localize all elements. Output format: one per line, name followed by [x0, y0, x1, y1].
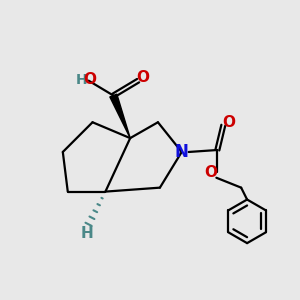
Text: H: H — [76, 73, 88, 87]
Text: O: O — [136, 70, 150, 85]
Text: O: O — [222, 115, 235, 130]
Text: N: N — [175, 143, 189, 161]
Polygon shape — [110, 94, 130, 138]
Text: O: O — [83, 72, 96, 87]
Text: H: H — [80, 226, 93, 241]
Text: O: O — [204, 165, 217, 180]
